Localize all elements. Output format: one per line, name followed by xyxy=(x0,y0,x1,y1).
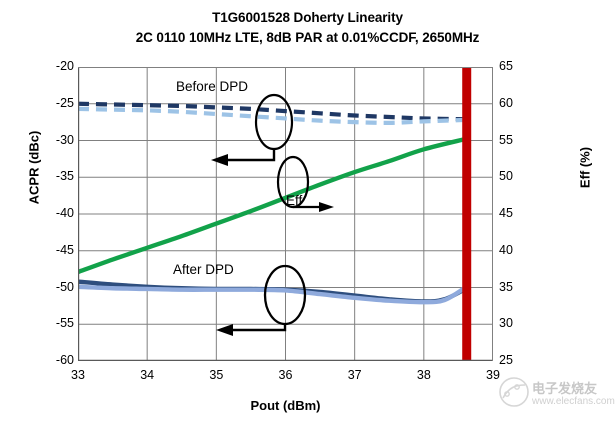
watermark-logo-icon xyxy=(499,377,529,407)
y-axis-right-tick-label: 35 xyxy=(499,279,513,294)
y-axis-right-tick-label: 55 xyxy=(499,132,513,147)
y-axis-left-tick-label: -55 xyxy=(55,316,74,331)
x-axis-tick-label: 38 xyxy=(416,368,431,382)
y-axis-left-tick-label: -30 xyxy=(55,132,74,147)
annotation-before-dpd: Before DPD xyxy=(176,79,249,94)
y-axis-left-tick-label: -20 xyxy=(55,59,74,73)
plot-canvas xyxy=(78,67,493,361)
peak-power-marker-line xyxy=(462,67,472,361)
y-axis-left-tick-label: -40 xyxy=(55,206,74,220)
y-axis-left-tick-label: -45 xyxy=(55,242,74,257)
chart-title: T1G6001528 Doherty Linearity 2C 0110 10M… xyxy=(0,8,615,48)
chart-title-line1: T1G6001528 Doherty Linearity xyxy=(212,10,403,25)
y-axis-right-tick-label: 40 xyxy=(499,242,513,257)
y-axis-right-tick-label: 45 xyxy=(499,206,513,220)
y-axis-right-tick-label: 60 xyxy=(499,95,513,110)
y-axis-left-ticks: -20 -25 -30 -35 -40 -45 -50 -55 -60 xyxy=(36,59,74,367)
x-axis-ticks: 33 34 35 36 37 38 39 xyxy=(71,368,500,388)
x-axis-tick-label: 37 xyxy=(347,368,362,382)
annotation-arrowhead-before-dpd xyxy=(211,154,228,166)
y-axis-left-tick-label: -25 xyxy=(55,95,74,110)
plot-frame xyxy=(78,67,493,361)
annotation-eff: Eff xyxy=(286,193,303,208)
y-axis-right-tick-label: 50 xyxy=(499,169,513,184)
chart-title-line2: 2C 0110 10MHz LTE, 8dB PAR at 0.01%CCDF,… xyxy=(135,30,480,45)
y-axis-left-tick-label: -50 xyxy=(55,279,74,294)
y-axis-right-tick-label: 30 xyxy=(499,316,513,331)
x-axis-tick-label: 36 xyxy=(278,368,293,382)
y-axis-right-tick-label: 65 xyxy=(499,59,513,73)
annotation-arrowhead-eff xyxy=(319,202,334,212)
plot-area: Before DPD After DPD Eff xyxy=(78,67,493,361)
series-line xyxy=(78,136,468,275)
x-axis-title: Pout (dBm) xyxy=(250,398,321,413)
y-axis-right-ticks: 65 60 55 50 45 40 35 30 25 xyxy=(499,59,533,367)
x-axis-tick-label: 34 xyxy=(140,368,155,382)
y-axis-right-tick-label: 25 xyxy=(499,353,513,367)
annotation-arrow-line-after-dpd xyxy=(230,324,287,332)
annotation-arrowhead-after-dpd xyxy=(216,324,233,336)
series-line xyxy=(78,106,466,125)
x-axis-tick-label: 35 xyxy=(209,368,224,382)
annotation-after-dpd: After DPD xyxy=(173,262,234,277)
y-axis-left-tick-label: -60 xyxy=(55,353,74,367)
watermark: 电子发烧友 www.elecfans.com xyxy=(498,376,615,426)
y-axis-right-title: Eff (%) xyxy=(577,146,593,189)
annotation-overlay xyxy=(211,93,334,336)
x-axis-tick-label: 33 xyxy=(71,368,85,382)
annotation-arrow-line-before-dpd xyxy=(225,149,276,162)
x-axis-tick-label: 39 xyxy=(486,368,500,382)
watermark-text-cn: 电子发烧友 xyxy=(532,381,598,396)
series-line xyxy=(78,101,466,122)
y-axis-left-tick-label: -35 xyxy=(55,169,74,184)
series-line xyxy=(78,284,468,305)
watermark-text-url: www.elecfans.com xyxy=(532,396,615,407)
data-series-group xyxy=(78,101,468,305)
